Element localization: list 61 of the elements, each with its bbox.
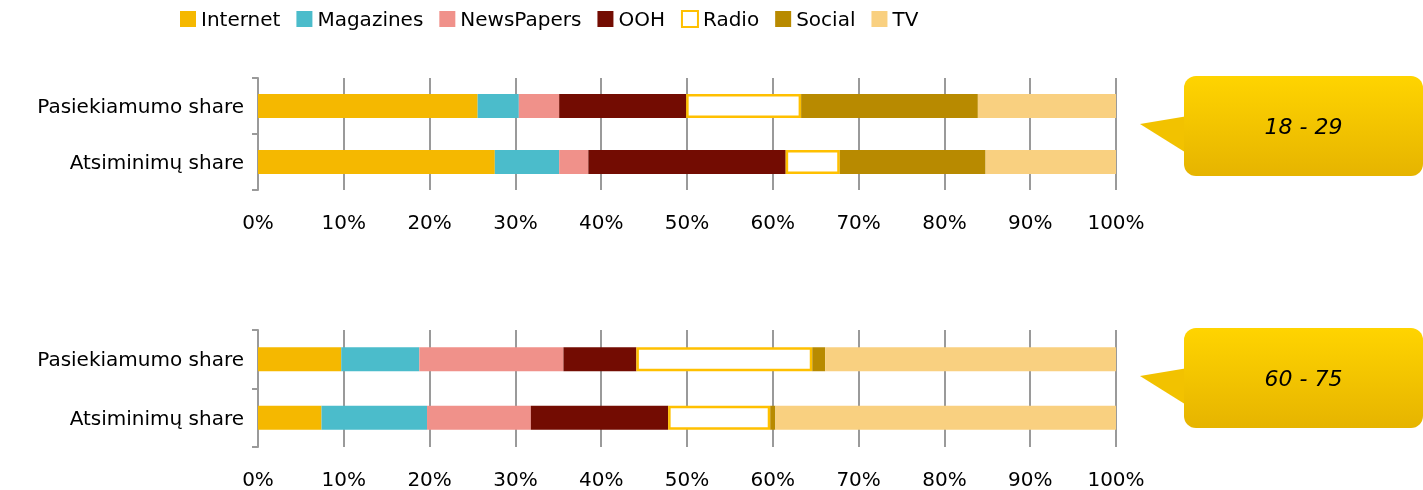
bar — [258, 347, 342, 372]
bar — [785, 150, 840, 174]
y-tick-label: Atsiminimų share — [69, 405, 244, 430]
x-tick-label: 50% — [664, 210, 710, 234]
bar — [636, 347, 813, 372]
legend-label: NewsPapers — [460, 7, 582, 31]
x-tick-label: 90% — [1007, 210, 1053, 234]
x-tick-label: 30% — [493, 467, 538, 490]
bar — [839, 150, 986, 174]
legend-label: Radio — [702, 7, 760, 31]
bar — [588, 150, 786, 174]
bar — [494, 150, 560, 174]
x-tick-label: 10% — [321, 210, 367, 234]
bar — [985, 150, 1116, 174]
x-tick-label: 100% — [1087, 467, 1145, 490]
x-tick-label: 10% — [321, 467, 367, 490]
bar — [559, 150, 589, 174]
y-tick-label: Atsiminimų share — [69, 150, 244, 174]
bar — [801, 94, 978, 118]
x-tick-label: 0% — [242, 210, 274, 234]
bar — [321, 405, 428, 430]
x-tick-label: 60% — [750, 467, 796, 490]
bar — [341, 347, 420, 372]
x-tick-label: 90% — [1007, 467, 1053, 490]
x-tick-label: 30% — [493, 210, 538, 234]
legend-label: Social — [796, 7, 856, 31]
y-tick-label: Pasiekiamumo share — [37, 94, 244, 118]
x-tick-label: 70% — [836, 467, 881, 490]
legend-label: OOH — [618, 7, 665, 31]
y-tick-label: Pasiekiamumo share — [37, 347, 244, 372]
bar — [825, 347, 1116, 372]
x-tick-label: 20% — [407, 210, 452, 234]
x-tick-label: 70% — [836, 210, 881, 234]
x-tick-label: 40% — [578, 467, 624, 490]
bar — [518, 94, 560, 118]
bar — [812, 347, 826, 372]
x-tick-label: 80% — [922, 210, 967, 234]
bar — [563, 347, 637, 372]
x-tick-label: 40% — [578, 210, 624, 234]
bar — [427, 405, 531, 430]
bar — [530, 405, 669, 430]
bar — [258, 150, 495, 174]
x-tick-label: 100% — [1087, 210, 1145, 234]
legend-label: TV — [891, 7, 919, 31]
bar — [419, 347, 564, 372]
bar — [559, 94, 687, 118]
bar — [477, 94, 519, 118]
x-tick-label: 50% — [664, 467, 710, 490]
bar — [668, 405, 771, 430]
x-tick-label: 60% — [750, 210, 796, 234]
x-tick-label: 0% — [242, 467, 274, 490]
x-tick-label: 20% — [407, 467, 452, 490]
bar — [775, 405, 1116, 430]
bar — [686, 94, 802, 118]
legend-label: Internet — [201, 7, 281, 31]
bar — [258, 405, 322, 430]
legend-label: Magazines — [317, 7, 424, 31]
bar — [977, 94, 1116, 118]
bar — [258, 94, 478, 118]
bar — [770, 405, 776, 430]
x-tick-label: 80% — [922, 467, 967, 490]
